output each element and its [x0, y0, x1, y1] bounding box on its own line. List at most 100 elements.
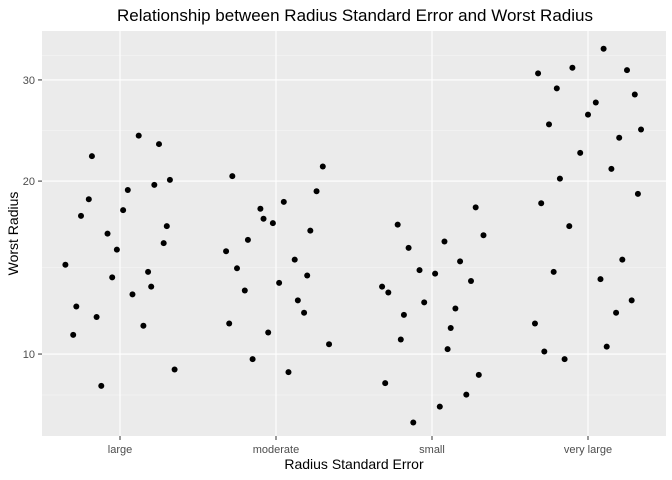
data-point [400, 311, 407, 318]
data-point [229, 173, 236, 180]
data-point [109, 274, 116, 281]
data-point [553, 85, 560, 92]
data-point [151, 181, 158, 188]
data-point [280, 198, 287, 205]
data-point [444, 346, 451, 353]
data-point [556, 175, 563, 182]
data-point [566, 223, 573, 230]
data-point [569, 64, 576, 71]
x-tick-label: moderate [253, 444, 299, 456]
y-axis-title: Worst Radius [5, 192, 21, 276]
data-point [156, 141, 162, 148]
data-point [585, 111, 591, 118]
data-point [244, 236, 251, 243]
data-point [294, 297, 301, 304]
data-point [619, 256, 626, 263]
data-point [265, 329, 272, 336]
data-point [62, 261, 69, 268]
data-point [457, 258, 464, 265]
data-point [538, 200, 545, 207]
data-point [291, 256, 298, 263]
data-point [160, 240, 167, 247]
x-tick-label: very large [564, 444, 612, 456]
data-point [148, 283, 155, 290]
data-point [613, 309, 620, 316]
data-point [394, 221, 401, 228]
data-point [85, 196, 92, 203]
data-point [616, 134, 623, 141]
data-point [260, 215, 267, 222]
data-point [124, 186, 131, 193]
data-point [561, 356, 568, 363]
data-point [531, 320, 538, 327]
data-point [285, 369, 292, 376]
data-point [592, 99, 599, 106]
x-tick-label: small [419, 444, 445, 456]
data-point [93, 314, 100, 321]
data-point [304, 272, 311, 279]
data-point [234, 265, 240, 272]
data-point [113, 246, 120, 253]
data-point [432, 270, 439, 277]
data-point [301, 309, 308, 316]
data-point [70, 331, 77, 338]
data-point [468, 278, 474, 285]
data-point [257, 205, 264, 212]
y-axis: 10 20 30 [23, 75, 42, 361]
x-tick-label: large [108, 444, 132, 456]
data-point [166, 176, 173, 183]
data-point [73, 303, 80, 310]
data-point [480, 232, 487, 239]
x-axis: large moderate small very large [108, 436, 612, 456]
data-point [88, 153, 95, 160]
data-point [382, 380, 389, 387]
x-axis-title: Radius Standard Error [284, 456, 424, 472]
data-point [597, 276, 604, 283]
data-point [550, 268, 557, 275]
data-point [379, 283, 386, 290]
data-point [631, 91, 638, 98]
data-point [541, 348, 548, 355]
data-point [104, 230, 111, 237]
data-point [276, 279, 283, 286]
data-point [421, 299, 428, 306]
data-point [638, 126, 645, 133]
data-point [628, 297, 635, 304]
data-point [385, 289, 392, 296]
data-point [608, 165, 615, 172]
data-point [98, 382, 105, 389]
data-point [78, 212, 84, 219]
data-point [577, 149, 584, 156]
data-point [405, 244, 412, 251]
data-points [62, 45, 645, 426]
data-point [634, 190, 641, 197]
data-point [241, 287, 248, 294]
data-point [447, 324, 454, 331]
data-point [269, 220, 276, 227]
data-point [226, 320, 233, 327]
data-point [452, 305, 459, 312]
chart-title: Relationship between Radius Standard Err… [117, 6, 593, 25]
data-point [397, 336, 404, 343]
data-point [475, 371, 482, 378]
y-tick-label: 20 [23, 176, 35, 188]
data-point [313, 188, 320, 195]
data-point [603, 343, 610, 350]
data-point [171, 366, 178, 373]
data-point [436, 403, 443, 410]
data-point [223, 248, 230, 255]
data-point [624, 67, 630, 74]
data-point [163, 223, 170, 230]
data-point [463, 391, 470, 398]
y-tick-label: 30 [23, 75, 35, 87]
data-point [129, 291, 136, 298]
gridlines [42, 31, 666, 436]
data-point [249, 356, 256, 363]
data-point [140, 322, 147, 329]
data-point [441, 238, 448, 245]
data-point [535, 70, 542, 77]
data-point [416, 267, 423, 274]
data-point [307, 227, 314, 234]
data-point [410, 419, 417, 426]
